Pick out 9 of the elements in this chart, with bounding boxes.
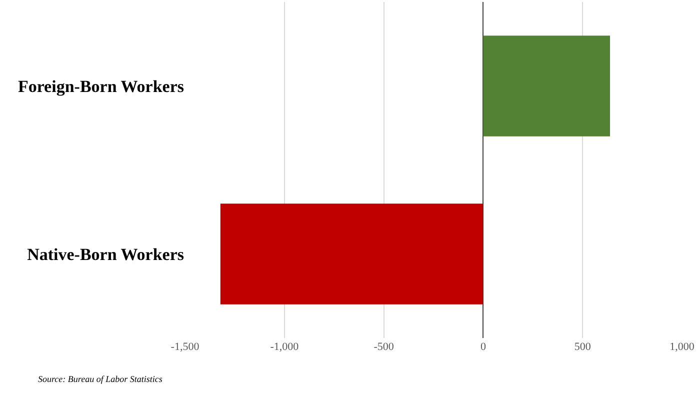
y-tick-label: Foreign-Born Workers [18,76,184,96]
y-tick-label: Native-Born Workers [27,244,184,264]
x-tick-label: 0 [480,341,486,353]
x-tick-label: 1,000 [670,341,695,353]
source-note: Source: Bureau of Labor Statistics [38,374,163,384]
x-tick-label: -1,000 [270,341,300,353]
x-tick-label: -1,500 [170,341,200,353]
x-tick-label: -500 [374,341,394,353]
x-tick-label: 500 [574,341,592,353]
